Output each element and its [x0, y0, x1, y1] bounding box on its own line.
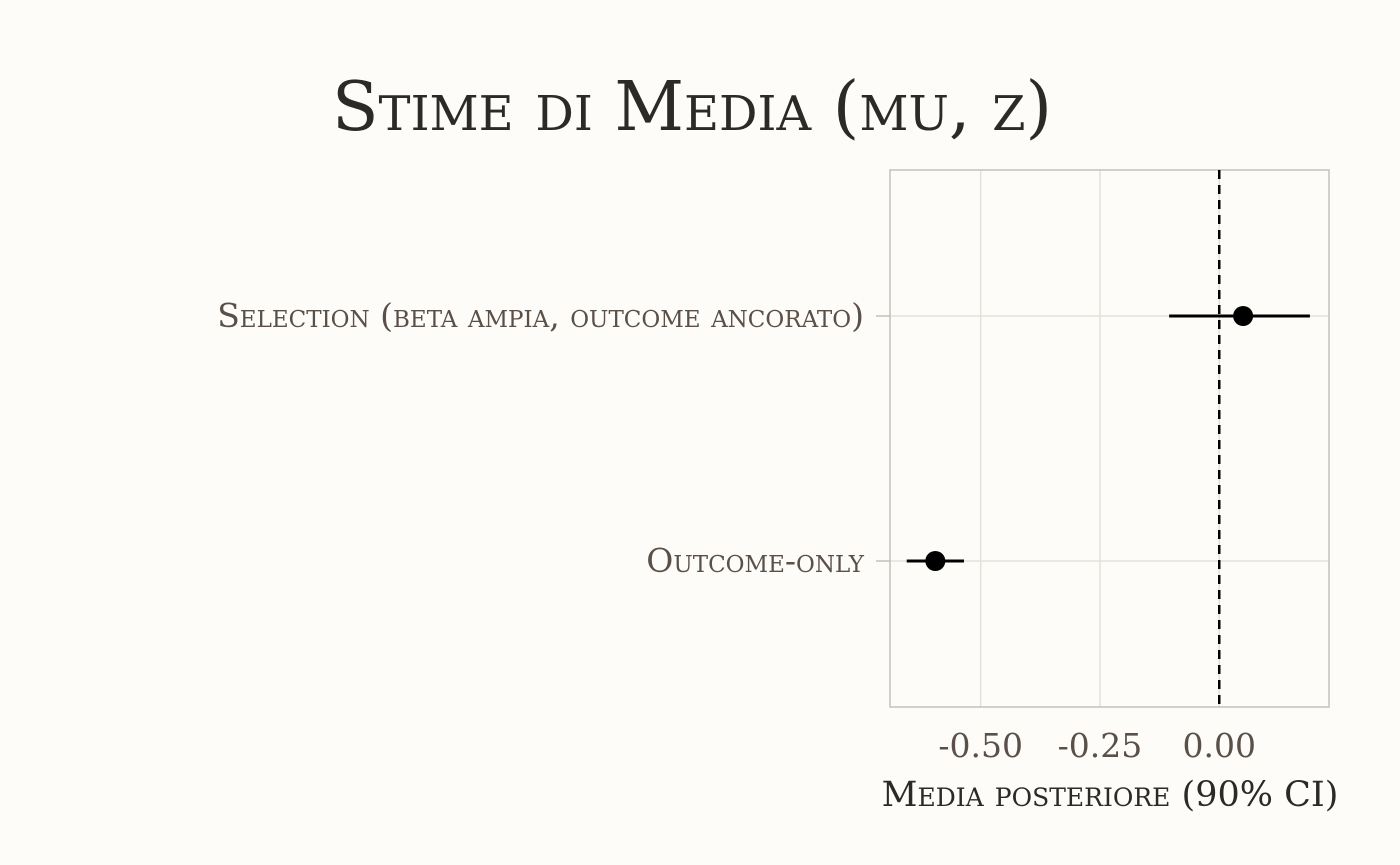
- category-label: Outcome-only: [646, 541, 865, 580]
- x-axis-title: Media posteriore (90% CI): [882, 775, 1339, 815]
- x-tick-label: 0.00: [1183, 726, 1256, 765]
- x-tick-labels: -0.50 -0.25 0.00: [938, 726, 1256, 765]
- estimate-point: [1233, 306, 1254, 326]
- estimate-marks: [906, 306, 1310, 571]
- category-labels: Selection (beta ampia, outcome ancorato)…: [217, 296, 865, 580]
- chart-title: Stime di Media (mu, z): [332, 68, 1052, 147]
- estimate-point: [925, 551, 946, 571]
- grid-lines: [876, 170, 1329, 707]
- x-tick-label: -0.25: [1058, 726, 1143, 765]
- x-tick-label: -0.50: [938, 726, 1023, 765]
- plot-frame: [889, 169, 1330, 708]
- category-label: Selection (beta ampia, outcome ancorato): [217, 296, 864, 335]
